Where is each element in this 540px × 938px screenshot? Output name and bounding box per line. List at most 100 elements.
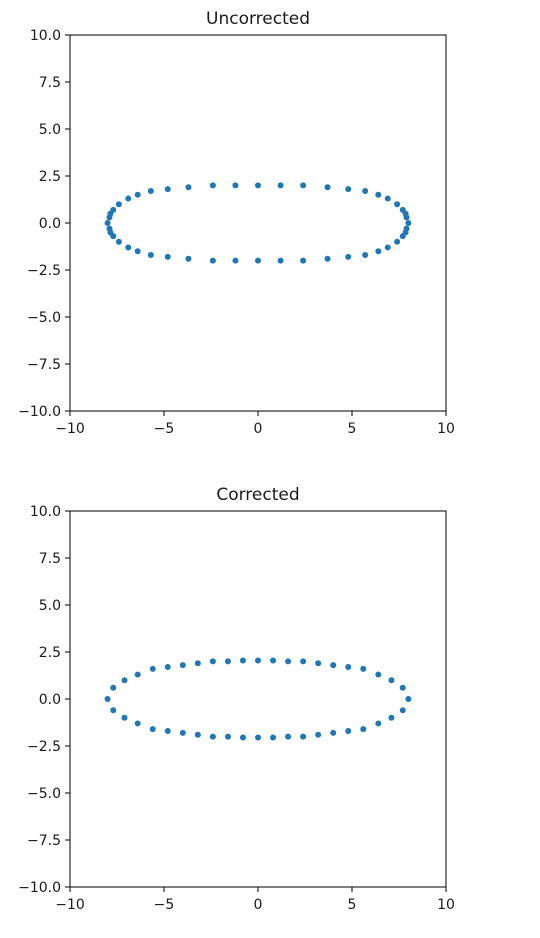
x-tick-label: 5: [348, 421, 357, 437]
scatter-point: [115, 201, 122, 208]
scatter-point: [388, 677, 395, 684]
scatter-point: [179, 729, 186, 736]
scatter-point: [362, 251, 369, 258]
scatter-point: [255, 734, 261, 741]
scatter-point: [277, 257, 284, 264]
scatter-point: [147, 188, 154, 195]
scatter-point: [125, 195, 132, 202]
scatter-point: [270, 657, 277, 664]
x-tick-label: 5: [348, 897, 357, 913]
y-tick-label: 7.5: [39, 75, 61, 91]
x-tick-label: 0: [254, 897, 263, 913]
y-tick-label: 5.0: [39, 598, 61, 614]
x-tick-label: −5: [154, 897, 175, 913]
scatter-point: [194, 731, 201, 738]
y-tick-label: 0.0: [39, 216, 61, 232]
scatter-point: [149, 726, 156, 733]
scatter-point: [330, 662, 337, 669]
scatter-point: [134, 671, 141, 678]
scatter-point: [209, 658, 216, 665]
scatter-point: [405, 220, 412, 226]
scatter-point: [255, 257, 261, 264]
chart-panel-2: Corrected −10 −5 0 5 10 10.0 7.5 5.0 2.5 0.0 −2.5 −5…: [18, 485, 455, 913]
chart-title: Corrected: [216, 485, 299, 505]
scatter-point: [345, 664, 352, 671]
scatter-point: [110, 684, 117, 691]
scatter-point: [185, 184, 192, 191]
y-tick-label: −2.5: [27, 739, 61, 755]
y-tick-label: 0.0: [39, 692, 61, 708]
scatter-point: [345, 253, 352, 260]
x-tick-label: −5: [154, 421, 175, 437]
x-tick-label: −10: [55, 421, 85, 437]
scatter-point: [125, 244, 132, 251]
scatter-point: [239, 657, 246, 664]
scatter-point: [104, 696, 111, 702]
scatter-point: [179, 662, 186, 669]
scatter-point: [232, 257, 239, 264]
scatter-point: [324, 255, 331, 262]
scatter-point: [209, 257, 216, 264]
scatter-point: [405, 696, 412, 702]
scatter-point: [285, 733, 292, 740]
scatter-point: [104, 220, 111, 226]
scatter-point: [360, 726, 367, 733]
y-tick-label: −7.5: [27, 357, 61, 373]
y-tick-label: 10.0: [30, 28, 61, 44]
scatter-point: [330, 729, 337, 736]
scatter-point: [362, 188, 369, 195]
scatter-point: [149, 665, 156, 672]
scatter-point: [394, 201, 401, 208]
x-tick-label: 10: [437, 421, 455, 437]
y-tick-label: −5.0: [27, 310, 61, 326]
scatter-point: [194, 660, 201, 667]
scatter-point: [209, 182, 216, 189]
scatter-point: [375, 248, 382, 255]
y-tick-label: −2.5: [27, 263, 61, 279]
scatter-point: [324, 184, 331, 191]
scatter-point: [232, 182, 239, 189]
scatter-point: [345, 727, 352, 734]
x-tick-label: 10: [437, 897, 455, 913]
scatter-point: [255, 182, 261, 189]
y-tick-label: −5.0: [27, 786, 61, 802]
y-tick-label: 10.0: [30, 504, 61, 520]
scatter-point: [134, 720, 141, 727]
scatter-point: [394, 238, 401, 245]
scatter-point: [285, 658, 292, 665]
scatter-point: [106, 214, 113, 221]
scatter-point: [239, 734, 246, 741]
scatter-point: [110, 707, 117, 714]
scatter-point: [209, 733, 216, 740]
scatter-point: [300, 257, 307, 264]
scatter-point: [185, 255, 192, 262]
scatter-point: [147, 251, 154, 258]
scatter-point: [300, 182, 307, 189]
scatter-point: [110, 233, 117, 240]
scatter-point: [399, 684, 406, 691]
scatter-point: [224, 733, 231, 740]
y-tick-label: 2.5: [39, 645, 61, 661]
scatter-point: [399, 707, 406, 714]
scatter-point: [121, 714, 128, 721]
scatter-point: [115, 238, 122, 245]
scatter-point: [164, 664, 171, 671]
scatter-point: [403, 225, 410, 232]
y-tick-label: −7.5: [27, 833, 61, 849]
scatter-point: [375, 720, 382, 727]
scatter-point: [270, 734, 277, 741]
scatter-point: [315, 660, 322, 667]
scatter-point: [360, 665, 367, 672]
scatter-point: [384, 195, 391, 202]
y-tick-label: 7.5: [39, 551, 61, 567]
scatter-point: [134, 248, 141, 255]
chart-title: Uncorrected: [206, 9, 310, 29]
scatter-point: [388, 714, 395, 721]
scatter-point: [384, 244, 391, 251]
scatter-point: [375, 671, 382, 678]
y-tick-label: 2.5: [39, 169, 61, 185]
scatter-point: [224, 658, 231, 665]
plot-area-frame: [69, 510, 447, 888]
scatter-point: [164, 727, 171, 734]
